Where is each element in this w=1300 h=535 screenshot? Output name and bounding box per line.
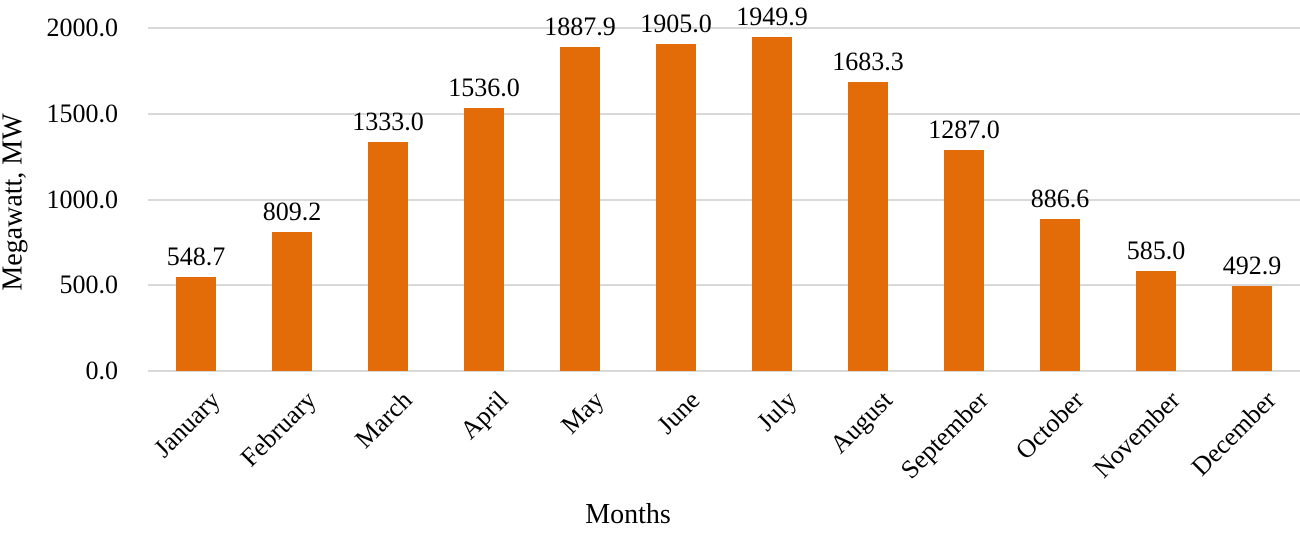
x-tick-label-march: March xyxy=(349,385,418,454)
x-tick-label-june: June xyxy=(651,385,706,440)
data-label-october: 886.6 xyxy=(1030,183,1090,213)
data-label-april: 1536.0 xyxy=(448,72,520,102)
bar-october xyxy=(1040,218,1080,371)
x-tick-label-december: December xyxy=(1185,385,1282,482)
x-tick-label-may: May xyxy=(555,385,610,440)
data-label-july: 1949.9 xyxy=(736,1,808,31)
data-label-august: 1683.3 xyxy=(832,47,904,77)
data-label-february: 809.2 xyxy=(262,197,322,227)
bar-august xyxy=(848,82,888,371)
data-label-november: 585.0 xyxy=(1126,235,1186,265)
y-tick-label: 1000.0 xyxy=(46,184,119,214)
x-tick-label-july: July xyxy=(750,385,802,437)
bar-january xyxy=(176,276,216,371)
y-tick-label: 1500.0 xyxy=(46,98,119,128)
y-tick-label: 0.0 xyxy=(85,356,119,385)
data-label-january: 548.7 xyxy=(166,241,226,271)
bar-november xyxy=(1136,270,1176,371)
bar-may xyxy=(560,47,600,371)
x-tick-label-november: November xyxy=(1087,385,1186,484)
bar-march xyxy=(368,142,408,371)
y-tick-label: 2000.0 xyxy=(46,13,119,42)
x-tick-label-april: April xyxy=(454,385,514,445)
y-tick-label: 500.0 xyxy=(59,270,119,300)
gridline-1000.0 xyxy=(148,198,1300,201)
bar-june xyxy=(656,44,696,371)
x-tick-label-august: August xyxy=(824,385,898,459)
gridline-1500.0 xyxy=(148,112,1300,115)
data-label-june: 1905.0 xyxy=(640,9,712,39)
bar-december xyxy=(1232,286,1272,371)
data-label-march: 1333.0 xyxy=(352,107,424,137)
x-axis-title: Months xyxy=(585,499,671,530)
x-tick-label-january: January xyxy=(148,385,226,463)
x-tick-label-september: September xyxy=(894,385,994,485)
x-tick-label-october: October xyxy=(1010,385,1090,466)
gridline-0.0 xyxy=(148,370,1300,372)
bar-april xyxy=(464,107,504,371)
gridline-500.0 xyxy=(148,284,1300,287)
bar-september xyxy=(944,150,984,371)
gridline-2000.0 xyxy=(148,27,1300,29)
data-label-may: 1887.9 xyxy=(544,12,616,42)
data-label-september: 1287.0 xyxy=(928,115,1000,145)
bar-july xyxy=(752,36,792,371)
x-tick-label-february: February xyxy=(234,385,322,473)
bar-february xyxy=(272,232,312,371)
data-label-december: 492.9 xyxy=(1222,251,1282,281)
